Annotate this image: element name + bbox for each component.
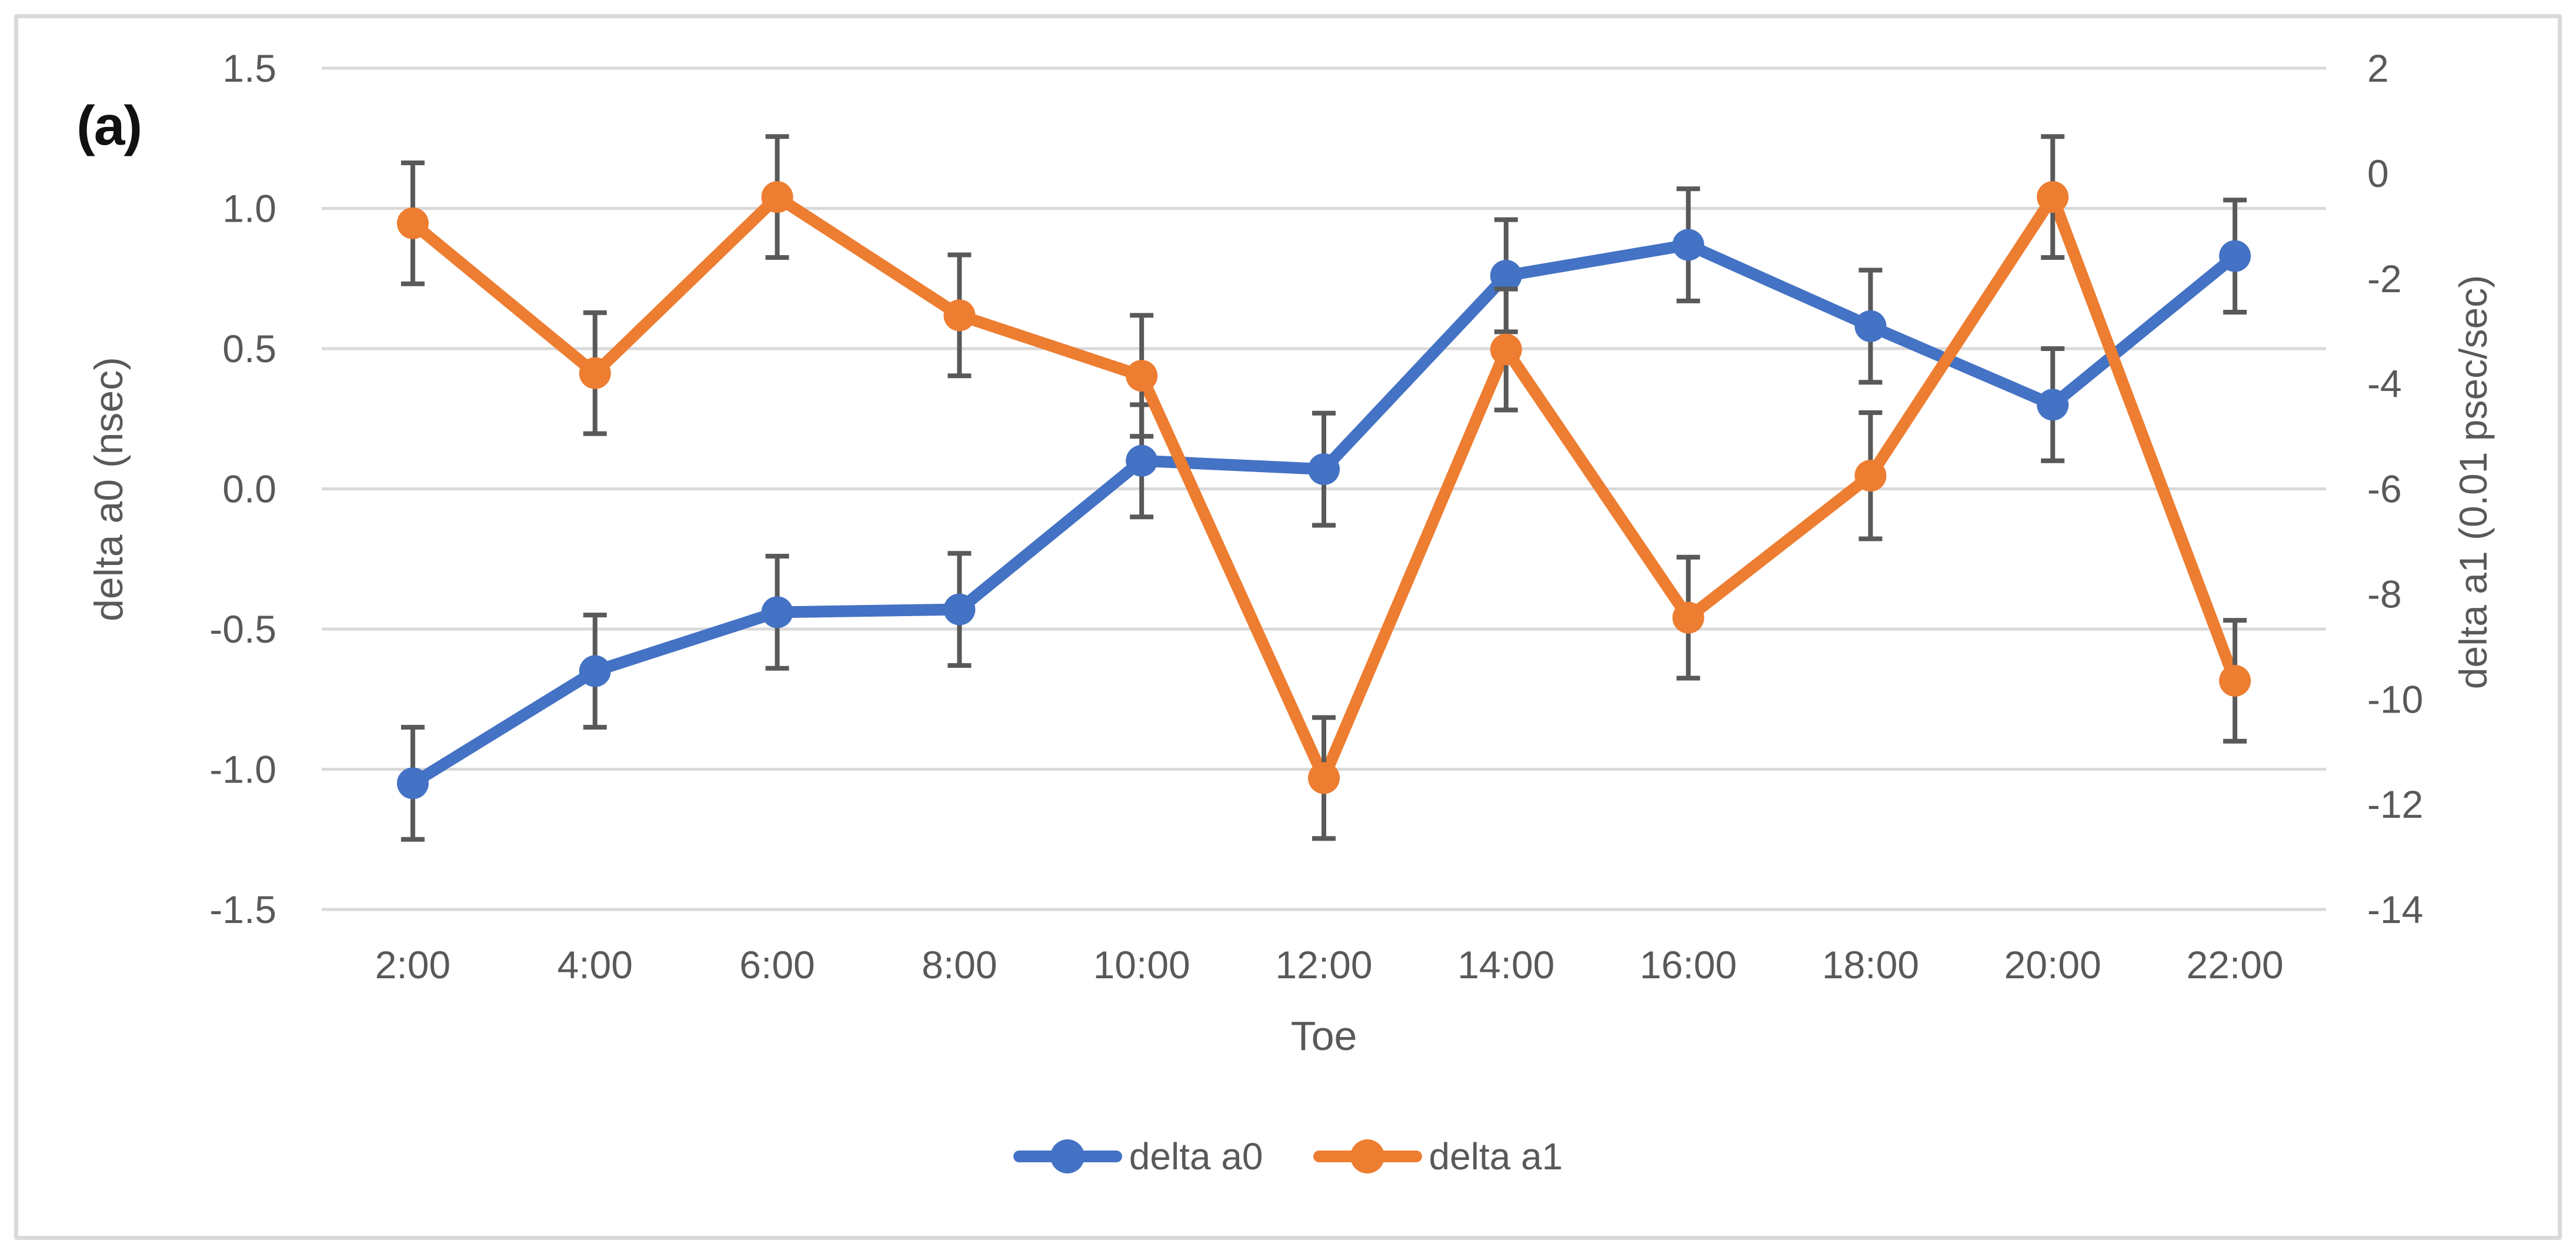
x-axis-tick-label: 14:00: [1457, 943, 1554, 987]
x-axis-tick-label: 8:00: [922, 943, 997, 987]
left-axis-tick-label: 0.5: [222, 327, 276, 370]
data-point-marker-delta-a0[interactable]: [1126, 444, 1158, 477]
data-point-marker-delta-a1[interactable]: [943, 299, 976, 332]
data-point-marker-delta-a1[interactable]: [761, 181, 793, 213]
data-point-marker-delta-a0[interactable]: [396, 767, 429, 800]
legend-item-delta-a0[interactable]: delta a0: [1013, 1135, 1263, 1178]
data-point-marker-delta-a1[interactable]: [2219, 664, 2251, 697]
x-axis-tick-label: 6:00: [739, 943, 815, 987]
right-axis-tick-label: -6: [2367, 467, 2402, 511]
right-axis-tick-label: 2: [2367, 46, 2389, 90]
data-point-marker-delta-a1[interactable]: [1490, 333, 1522, 366]
x-axis-tick-label: 12:00: [1275, 943, 1372, 987]
left-axis-tick-label: 0.0: [222, 467, 276, 511]
left-axis-tick-label: -1.5: [209, 888, 276, 931]
x-axis-tick-label: 18:00: [1822, 943, 1919, 987]
right-y-axis-title: delta a1 (0.01 psec/sec): [2451, 275, 2495, 690]
data-point-marker-delta-a0[interactable]: [1308, 453, 1340, 486]
legend-line-swatch-delta-a0: [1013, 1139, 1122, 1173]
right-axis-tick-label: 0: [2367, 152, 2389, 195]
data-point-marker-delta-a0[interactable]: [2219, 240, 2251, 272]
right-axis-tick-label: -12: [2367, 783, 2423, 826]
data-point-marker-delta-a0[interactable]: [579, 655, 611, 687]
x-axis-tick-label: 2:00: [375, 943, 451, 987]
right-axis-tick-label: -14: [2367, 888, 2423, 931]
left-axis-tick-label: 1.0: [222, 187, 276, 230]
right-axis-tick-label: -8: [2367, 572, 2402, 616]
data-point-marker-delta-a0[interactable]: [1490, 259, 1522, 292]
data-point-marker-delta-a1[interactable]: [2037, 181, 2069, 213]
chart-frame-border: [14, 14, 2562, 1240]
x-axis-tick-label: 10:00: [1093, 943, 1190, 987]
data-point-marker-delta-a1[interactable]: [1126, 360, 1158, 392]
x-axis-title: Toe: [1290, 1013, 1357, 1059]
right-axis-tick-label: -4: [2367, 362, 2402, 406]
data-point-marker-delta-a1[interactable]: [1308, 762, 1340, 794]
legend-label-delta-a0: delta a0: [1129, 1135, 1263, 1178]
legend-line-swatch-delta-a1: [1313, 1139, 1422, 1173]
data-point-marker-delta-a0[interactable]: [2037, 389, 2069, 421]
data-point-marker-delta-a0[interactable]: [1854, 310, 1887, 342]
left-axis-tick-label: 1.5: [222, 46, 276, 90]
data-point-marker-delta-a0[interactable]: [943, 593, 976, 626]
data-point-marker-delta-a1[interactable]: [579, 357, 611, 389]
x-axis-tick-label: 22:00: [2187, 943, 2284, 987]
legend-marker-icon-delta-a1: [1350, 1139, 1384, 1173]
x-axis-tick-label: 20:00: [2004, 943, 2101, 987]
data-point-marker-delta-a0[interactable]: [1672, 229, 1704, 261]
x-axis-tick-label: 4:00: [557, 943, 632, 987]
data-point-marker-delta-a0[interactable]: [761, 596, 793, 628]
left-y-axis-title: delta a0 (nsec): [86, 357, 131, 621]
right-axis-tick-label: -10: [2367, 677, 2423, 721]
right-axis-tick-label: -2: [2367, 257, 2402, 300]
left-axis-tick-label: -1.0: [209, 748, 276, 791]
legend-label-delta-a1: delta a1: [1429, 1135, 1563, 1178]
data-point-marker-delta-a1[interactable]: [1672, 601, 1704, 634]
data-point-marker-delta-a1[interactable]: [396, 207, 429, 239]
panel-letter-label: (a): [76, 95, 142, 157]
legend: delta a0 delta a1: [0, 1135, 2576, 1178]
legend-marker-icon-delta-a0: [1050, 1139, 1085, 1173]
legend-item-delta-a1[interactable]: delta a1: [1313, 1135, 1563, 1178]
x-axis-tick-label: 16:00: [1640, 943, 1737, 987]
left-axis-tick-label: -0.5: [209, 607, 276, 651]
data-point-marker-delta-a1[interactable]: [1854, 460, 1887, 492]
